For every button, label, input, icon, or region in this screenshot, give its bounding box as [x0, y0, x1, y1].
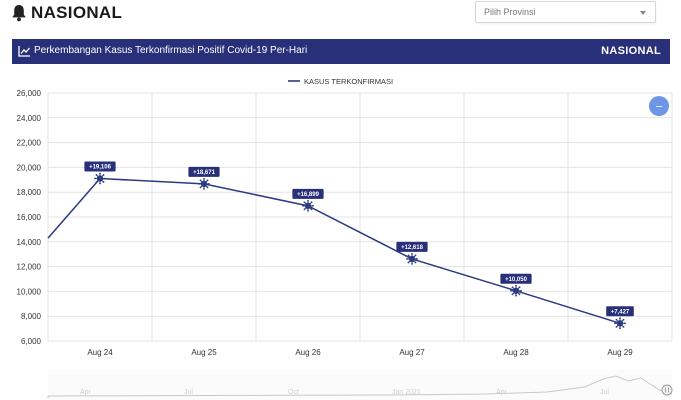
navigator-trend-line	[47, 375, 673, 398]
line-chart-icon	[18, 46, 30, 57]
y-tick-label: 18,000	[17, 188, 42, 197]
y-tick-label: 26,000	[17, 89, 42, 98]
legend-label: KASUS TERKONFIRMASI	[304, 77, 393, 86]
navigator-label: Jul	[600, 389, 609, 396]
y-tick-label: 14,000	[17, 238, 42, 247]
y-tick-label: 16,000	[17, 213, 42, 222]
cases-line-chart: 26,000 24,000 22,000 20,000 18,000 16,000 14,0…	[17, 77, 673, 400]
y-tick-label: 22,000	[17, 139, 42, 148]
navigator-label: Apr	[496, 389, 508, 396]
navigator-label: Jul	[184, 389, 193, 396]
x-tick-label: Aug 26	[295, 348, 321, 357]
province-select[interactable]: Pilih Provinsi	[475, 1, 656, 23]
data-point-virus-marker[interactable]	[198, 177, 210, 190]
navigator-label: Apr	[80, 389, 92, 396]
svg-text:+10,050: +10,050	[505, 277, 528, 283]
bell-icon	[12, 5, 26, 22]
chart-header-banner: Perkembangan Kasus Terkonfirmasi Positif…	[12, 39, 670, 64]
x-tick-label: Aug 29	[607, 348, 633, 357]
zoom-out-icon[interactable]	[649, 96, 669, 116]
chart-grid	[47, 92, 673, 342]
x-tick-label: Aug 28	[503, 348, 529, 357]
data-label: +10,050	[500, 273, 532, 284]
x-tick-label: Aug 24	[87, 348, 113, 357]
top-bar: NASIONAL Pilih Provinsi	[0, 0, 681, 32]
chart-title: Perkembangan Kasus Terkonfirmasi Positif…	[34, 45, 308, 56]
y-tick-label: 6,000	[21, 337, 42, 346]
page-title: NASIONAL	[31, 3, 123, 22]
svg-text:+19,106: +19,106	[89, 164, 112, 170]
data-point-virus-marker[interactable]	[302, 199, 314, 212]
data-point-virus-marker[interactable]	[406, 253, 418, 265]
zoom-out-button[interactable]: –	[649, 96, 669, 116]
y-axis: 26,000 24,000 22,000 20,000 18,000 16,000 14,0…	[17, 89, 42, 346]
data-point-virus-marker[interactable]	[614, 317, 626, 330]
data-point-virus-marker[interactable]	[510, 284, 522, 297]
y-tick-label: 10,000	[17, 287, 42, 296]
chevron-down-icon	[640, 11, 646, 15]
data-label: +7,427	[606, 306, 634, 317]
x-axis: Aug 24 Aug 25 Aug 26 Aug 27 Aug 28 Aug 29	[87, 348, 633, 357]
region-label: NASIONAL	[601, 45, 661, 57]
data-label: +18,671	[188, 166, 220, 177]
data-point-virus-marker[interactable]	[94, 172, 106, 185]
x-tick-label: Aug 25	[191, 348, 217, 357]
navigator-label: Oct	[288, 389, 299, 396]
y-tick-label: 12,000	[17, 263, 42, 272]
province-select-value: Pilih Provinsi	[484, 7, 536, 17]
navigator-label: Jan 2021	[392, 389, 421, 396]
y-tick-label: 20,000	[17, 163, 42, 172]
range-navigator[interactable]: Apr Jul Oct Jan 2021 Apr Jul	[47, 370, 673, 400]
data-label: +16,899	[292, 188, 324, 199]
x-tick-label: Aug 27	[399, 348, 425, 357]
series-line	[47, 177, 621, 325]
series-kasus-terkonfirmasi[interactable]: +19,106 +18,671 +16,899 +12,618 +10,050 +7,42…	[47, 161, 634, 330]
navigator-handle[interactable]	[661, 384, 673, 396]
y-tick-label: 8,000	[21, 312, 42, 321]
svg-text:+12,618: +12,618	[401, 245, 424, 251]
svg-text:+18,671: +18,671	[193, 170, 216, 176]
y-tick-label: 24,000	[17, 114, 42, 123]
svg-text:+16,899: +16,899	[297, 192, 320, 198]
chart-legend[interactable]: KASUS TERKONFIRMASI	[288, 77, 393, 86]
zoom-button-symbol: –	[656, 101, 663, 113]
svg-text:+7,427: +7,427	[611, 309, 630, 315]
data-label: +19,106	[84, 161, 116, 172]
data-label: +12,618	[396, 241, 428, 252]
